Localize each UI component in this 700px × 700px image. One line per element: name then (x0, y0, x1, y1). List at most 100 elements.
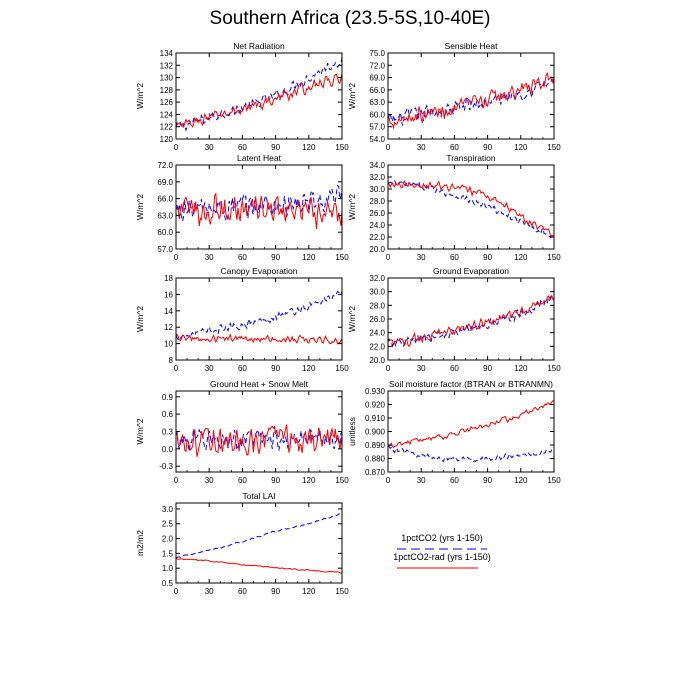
x-tick-label: 30 (417, 253, 426, 262)
figure-title: Southern Africa (23.5-5S,10-40E) (209, 8, 491, 29)
plot-frame (175, 390, 343, 473)
plot-frame (387, 277, 555, 361)
x-tick-label: 0 (386, 476, 391, 485)
x-tick-label: 90 (271, 364, 280, 373)
y-tick-label: 24.0 (369, 329, 385, 338)
y-tick-label: 0.6 (162, 410, 174, 419)
plot-frame (387, 164, 555, 250)
y-axis-label: W/m^2 (347, 83, 357, 109)
y-tick-label: 0.9 (162, 393, 174, 402)
x-tick-label: 150 (547, 143, 561, 152)
series-line-1pctco2-rad (388, 72, 554, 130)
y-tick-label: 1.0 (162, 564, 174, 573)
x-tick-label: 150 (547, 476, 561, 485)
y-tick-label: 69.0 (157, 178, 173, 187)
panel-transpiration: Transpiration W/m^2 0 30 60 90 120 150 20.0 22.0 2… (347, 153, 561, 262)
x-tick-label: 90 (271, 476, 280, 485)
x-tick-label: 120 (514, 476, 528, 485)
series-line-1pctco2 (176, 57, 342, 132)
legend-label-1pctco2: 1pctCO2 (yrs 1-150) (401, 533, 483, 543)
x-tick-label: 120 (514, 143, 528, 152)
y-tick-label: 69.0 (369, 74, 385, 83)
y-tick-label: 32.0 (369, 173, 385, 182)
x-tick-label: 0 (174, 587, 179, 596)
x-tick-label: 60 (238, 253, 247, 262)
series-line-1pctco2-rad (176, 192, 342, 229)
y-axis-label: W/m^2 (135, 83, 145, 109)
x-tick-label: 60 (238, 587, 247, 596)
x-tick-label: 60 (450, 476, 459, 485)
y-tick-label: 0.930 (365, 387, 386, 396)
x-tick-label: 150 (335, 476, 349, 485)
y-axis-label: unitless (347, 417, 357, 446)
panel-canopy-evaporation: Canopy Evaporation W/m^2 0 30 60 90 120 150 8 10 1… (135, 266, 349, 373)
panel-title: Total LAI (242, 491, 275, 501)
legend-label-1pctco2-rad: 1pctCO2-rad (yrs 1-150) (393, 552, 491, 562)
panel-title: Latent Heat (237, 153, 282, 163)
y-tick-label: 30.0 (369, 288, 385, 297)
y-tick-label: 63.0 (157, 211, 173, 220)
x-tick-label: 120 (514, 253, 528, 262)
panel-total-lai: Total LAI m2/m2 0 30 60 90 120 150 0.5 1.0 1.5 2.0 2… (135, 491, 349, 596)
y-tick-label: 60.0 (157, 228, 173, 237)
x-tick-label: 90 (483, 476, 492, 485)
y-tick-label: 16 (164, 290, 173, 299)
plot-frame (387, 52, 555, 140)
panel-title: Transpiration (446, 153, 496, 163)
x-tick-label: 120 (514, 364, 528, 373)
y-tick-label: 12 (164, 323, 173, 332)
x-tick-label: 120 (302, 364, 316, 373)
y-tick-label: -0.3 (159, 462, 173, 471)
y-tick-label: 0.870 (365, 468, 386, 477)
x-tick-label: 30 (205, 476, 214, 485)
x-tick-label: 60 (450, 143, 459, 152)
x-tick-label: 120 (302, 253, 316, 262)
y-axis-label: W/m^2 (347, 194, 357, 220)
y-tick-label: 63.0 (369, 98, 385, 107)
y-tick-label: 66.0 (369, 86, 385, 95)
y-tick-label: 134 (160, 49, 174, 58)
y-axis-label: W/m^2 (347, 306, 357, 332)
x-tick-label: 30 (417, 476, 426, 485)
plot-frame (175, 52, 343, 140)
series-line-1pctco2 (176, 512, 342, 559)
x-tick-label: 0 (174, 364, 179, 373)
y-tick-label: 124 (160, 110, 174, 119)
y-tick-label: 126 (160, 98, 174, 107)
x-tick-label: 90 (271, 253, 280, 262)
y-axis-label: W/m^2 (135, 194, 145, 220)
panel-net-radiation: Net Radiation W/m^2 0 30 60 90 120 150 120 122 124… (135, 41, 349, 152)
x-tick-label: 0 (174, 253, 179, 262)
series-line-1pctco2-rad (176, 333, 342, 345)
y-tick-label: 66.0 (157, 195, 173, 204)
y-tick-label: 0.0 (162, 445, 174, 454)
x-tick-label: 90 (483, 253, 492, 262)
series-line-1pctco2-rad (388, 180, 554, 238)
y-tick-label: 60.0 (369, 110, 385, 119)
legend: 1pctCO2 (yrs 1-150) 1pctCO2-rad (yrs 1-1… (393, 533, 491, 569)
y-tick-label: 0.910 (365, 414, 386, 423)
x-tick-label: 150 (335, 364, 349, 373)
y-tick-label: 8 (169, 356, 174, 365)
y-tick-label: 120 (160, 135, 174, 144)
y-tick-label: 28.0 (369, 197, 385, 206)
x-tick-label: 90 (483, 364, 492, 373)
y-tick-label: 10 (164, 340, 173, 349)
x-tick-label: 150 (335, 587, 349, 596)
x-tick-label: 60 (238, 364, 247, 373)
panel-sensible-heat: Sensible Heat W/m^2 0 30 60 90 120 150 54.0 57.0 6… (347, 41, 561, 152)
panel-latent-heat: Latent Heat W/m^2 0 30 60 90 120 150 57.0 60.0 63.… (135, 153, 349, 262)
x-tick-label: 120 (302, 587, 316, 596)
y-tick-label: 24.0 (369, 221, 385, 230)
plot-frame (387, 390, 555, 473)
y-tick-label: 26.0 (369, 209, 385, 218)
y-tick-label: 2.5 (162, 520, 174, 529)
y-tick-label: 1.5 (162, 549, 174, 558)
series-line-1pctco2 (388, 76, 554, 126)
series-line-1pctco2 (388, 294, 554, 348)
plot-frame (175, 277, 343, 361)
y-tick-label: 128 (160, 86, 174, 95)
y-tick-label: 57.0 (157, 245, 173, 254)
panel-ground-heat-snow-melt: Ground Heat + Snow Melt W/m^2 0 30 60 90 120 15… (135, 379, 349, 485)
